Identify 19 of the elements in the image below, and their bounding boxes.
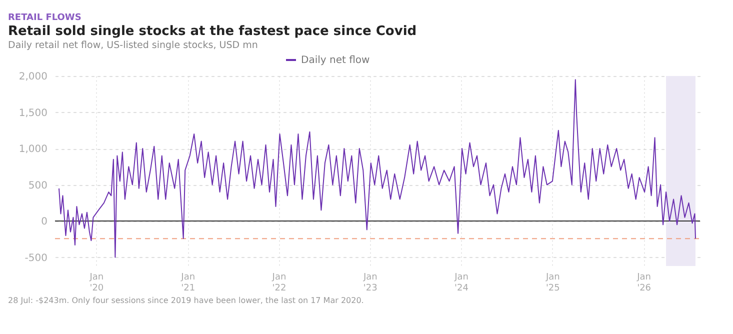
- text: 28 Jul: -$243m. Only four sessions since 2019 have been lower, the last on 17 Mar 2020.: [8, 296, 364, 305]
- x-tick-label: Jan '25: [544, 272, 560, 294]
- y-tick-label: 0: [41, 216, 48, 228]
- x-tick-label: Jan '23: [362, 272, 378, 294]
- chart-title: Retail sold single stocks at the fastest pace since Covid: [8, 24, 417, 39]
- y-tick-label: 1,500: [18, 108, 48, 119]
- y-tick-label: 2,000: [18, 72, 48, 82]
- legend-label: Daily net flow: [301, 55, 370, 66]
- x-tick-label: Jan '24: [454, 272, 469, 294]
- line-series: [58, 79, 696, 258]
- x-tick-label: Jan '21: [180, 272, 196, 294]
- chart-subtitle: Daily retail net flow, US-listed single stocks, USD mn: [8, 40, 258, 51]
- x-tick-label: Jan '22: [271, 272, 286, 294]
- x-tick-label: Jan '26: [636, 272, 652, 294]
- y-tick-label: -500: [24, 252, 48, 264]
- y-tick-label: 1,000: [18, 144, 48, 156]
- x-tick-label: Jan '20: [88, 272, 104, 294]
- text: RETAIL FLOWS: [8, 13, 82, 23]
- y-tick-label: 500: [28, 180, 48, 192]
